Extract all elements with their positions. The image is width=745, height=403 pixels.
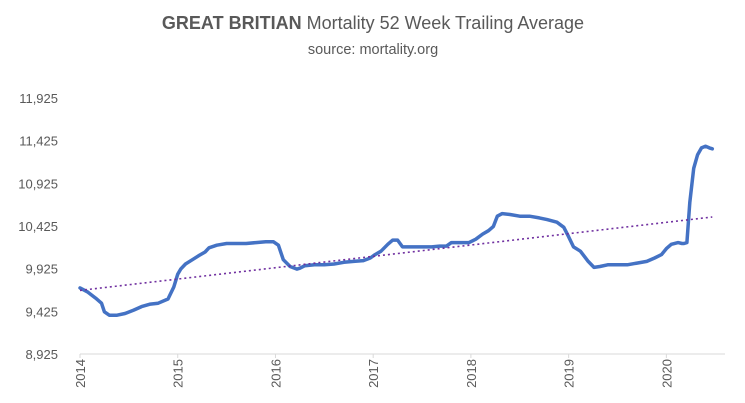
x-axis: 2014 2015 2016 2017 2018 2019 2020	[73, 354, 674, 388]
chart-subtitle: source: mortality.org	[308, 42, 438, 58]
y-tick-label: 10,925	[18, 176, 58, 191]
y-tick-label: 11,425	[19, 134, 58, 149]
x-tick-label: 2016	[268, 359, 283, 388]
y-tick-label: 10,425	[18, 219, 58, 234]
trend-line	[79, 216, 713, 292]
x-tick-label: 2018	[464, 359, 479, 388]
mortality-series-line	[78, 144, 715, 317]
x-tick-label: 2020	[659, 359, 674, 388]
y-tick-label: 9,925	[25, 262, 58, 277]
y-tick-label: 11,925	[19, 91, 58, 106]
chart-title: GREAT BRITIAN Mortality 52 Week Trailing…	[162, 13, 584, 33]
y-tick-label: 9,425	[25, 304, 58, 319]
x-tick-label: 2015	[171, 359, 186, 388]
plot-area	[78, 144, 715, 317]
chart-title-bold: GREAT BRITIAN	[162, 13, 302, 33]
x-tick-label: 2019	[562, 359, 577, 388]
y-axis: 11,925 11,425 10,925 10,425 9,925 9,425 8,925	[18, 91, 58, 362]
x-tick-label: 2017	[366, 359, 381, 388]
x-tick-label: 2014	[73, 359, 88, 388]
y-tick-label: 8,925	[25, 347, 58, 362]
chart-title-text: Mortality 52 Week Trailing Average	[307, 13, 584, 33]
